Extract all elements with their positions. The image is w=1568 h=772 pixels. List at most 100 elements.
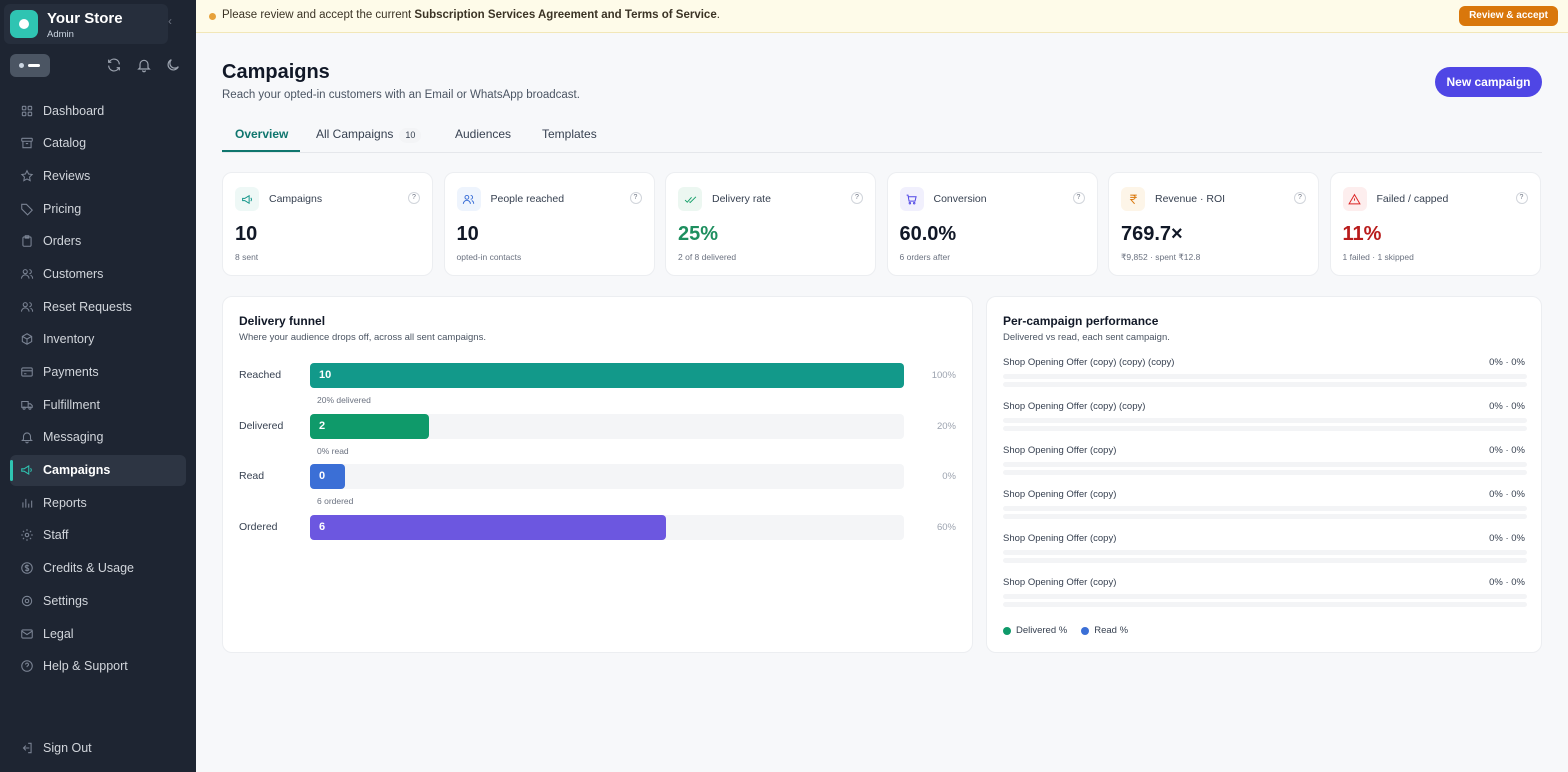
- store-logo: [10, 10, 38, 38]
- sidebar-item-reviews[interactable]: Reviews: [10, 160, 186, 191]
- campaign-name[interactable]: Shop Opening Offer (copy): [1003, 445, 1117, 456]
- tab-all-campaigns[interactable]: All Campaigns 10: [316, 127, 422, 143]
- active-tab-indicator: [222, 150, 300, 152]
- help-icon[interactable]: ?: [408, 192, 420, 204]
- per-campaign-performance-panel: Per-campaign performance Delivered vs re…: [986, 296, 1542, 653]
- kpi-label: Conversion: [933, 193, 987, 205]
- sidebar-item-inventory[interactable]: Inventory: [10, 324, 186, 355]
- kpi-label: Delivery rate: [712, 193, 771, 205]
- sidebar-item-legal[interactable]: Legal: [10, 618, 186, 649]
- funnel-bar-delivered: 2: [310, 413, 429, 439]
- funnel-percent: 0%: [942, 471, 956, 483]
- grid-icon: [20, 104, 34, 118]
- sidebar-item-staff[interactable]: Staff: [10, 520, 186, 551]
- warning-icon: [1342, 187, 1367, 211]
- kpi-label: People reached: [490, 193, 565, 205]
- legend-item: Delivered %: [1003, 625, 1067, 636]
- legend-item: Read %: [1081, 625, 1128, 636]
- review-accept-button[interactable]: Review & accept: [1459, 6, 1558, 26]
- read-bar-track: [1003, 602, 1527, 607]
- funnel-track-reached: 10: [310, 363, 904, 388]
- funnel-percent: 20%: [936, 420, 956, 432]
- sidebar-item-orders[interactable]: Orders: [10, 226, 186, 257]
- moon-icon[interactable]: [165, 57, 183, 75]
- funnel-bar-reached: 10: [310, 363, 904, 388]
- sidebar-item-catalog[interactable]: Catalog: [10, 128, 186, 159]
- sidebar-item-label: Payments: [43, 365, 99, 379]
- legend-dot-icon: [1081, 626, 1090, 635]
- new-campaign-button[interactable]: New campaign: [1435, 67, 1542, 97]
- campaign-name[interactable]: Shop Opening Offer (copy): [1003, 489, 1117, 500]
- delivered-bar-track: [1003, 418, 1527, 423]
- sidebar-item-label: Campaigns: [43, 463, 111, 478]
- double-check-icon: [678, 187, 702, 211]
- help-icon[interactable]: ?: [1072, 192, 1085, 204]
- funnel-percent: 60%: [936, 522, 956, 534]
- kpi-subtext: 1 failed · 1 skipped: [1342, 252, 1414, 262]
- kpi-card-people-reached: People reached? 10 opted-in contacts: [443, 172, 655, 276]
- sidebar-item-dashboard[interactable]: Dashboard: [10, 95, 186, 126]
- sidebar-item-payments[interactable]: Payments: [10, 357, 186, 388]
- dollar-icon: [20, 561, 34, 575]
- funnel-bar-read: 0: [310, 464, 345, 490]
- campaign-count-badge: 10: [399, 128, 422, 143]
- sidebar-item-campaigns[interactable]: Campaigns: [10, 454, 186, 486]
- truck-icon: [20, 398, 34, 412]
- gear-icon: [20, 528, 34, 542]
- kpi-subtext: opted-in contacts: [456, 252, 522, 262]
- kpi-card-delivery-rate: Delivery rate? 25% 2 of 8 delivered: [665, 172, 876, 276]
- help-icon[interactable]: ?: [851, 192, 863, 204]
- kpi-value: 769.7×: [1121, 223, 1183, 245]
- status-toggle[interactable]: [10, 54, 50, 77]
- sidebar-item-label: Inventory: [43, 332, 95, 347]
- campaign-rates: 0% · 0%: [1489, 533, 1525, 544]
- sidebar-item-label: Messaging: [43, 430, 104, 445]
- funnel-note: 0% read: [317, 445, 349, 456]
- tab-templates[interactable]: Templates: [542, 127, 597, 141]
- sidebar-item-settings[interactable]: Settings: [10, 585, 186, 616]
- campaign-rates: 0% · 0%: [1489, 357, 1525, 368]
- sidebar-item-pricing[interactable]: Pricing: [10, 193, 186, 224]
- tab-overview[interactable]: Overview: [235, 127, 289, 141]
- bell-icon[interactable]: [136, 57, 154, 75]
- refresh-icon[interactable]: [106, 57, 124, 75]
- funnel-count: 10: [319, 369, 332, 381]
- funnel-count: 0: [319, 470, 326, 483]
- sidebar-item-label: Catalog: [43, 136, 87, 151]
- sidebar-item-reset-requests[interactable]: Reset Requests: [10, 291, 186, 322]
- cart-icon: [899, 187, 924, 211]
- sidebar-item-credits-usage[interactable]: Credits & Usage: [10, 553, 186, 584]
- funnel-step-label-delivered: Delivered: [239, 419, 284, 432]
- delivery-funnel-panel: Delivery funnel Where your audience drop…: [222, 296, 973, 653]
- banner-agreement-link[interactable]: Subscription Services Agreement and Term…: [414, 9, 717, 21]
- sidebar-item-reports[interactable]: Reports: [10, 487, 186, 518]
- read-bar-track: [1003, 470, 1527, 475]
- kpi-subtext: ₹9,852 · spent ₹12.8: [1121, 252, 1201, 262]
- campaign-name[interactable]: Shop Opening Offer (copy): [1003, 577, 1117, 588]
- store-switcher[interactable]: Your Store Admin: [4, 4, 168, 44]
- tab-audiences[interactable]: Audiences: [455, 127, 512, 141]
- help-icon[interactable]: ?: [1294, 192, 1306, 204]
- sidebar-item-help-support[interactable]: Help & Support: [10, 651, 186, 682]
- campaign-name[interactable]: Shop Opening Offer (copy) (copy): [1003, 401, 1146, 412]
- help-icon[interactable]: ?: [1515, 192, 1528, 204]
- delivered-bar-track: [1003, 462, 1527, 467]
- sidebar-item-fulfillment[interactable]: Fulfillment: [10, 389, 186, 420]
- funnel-subtitle: Where your audience drops off, across al…: [239, 332, 486, 343]
- delivered-bar-track: [1003, 506, 1527, 511]
- sidebar-item-label: Legal: [43, 626, 74, 641]
- box-icon: [20, 332, 34, 346]
- collapse-sidebar-icon[interactable]: ‹: [168, 14, 172, 28]
- funnel-percent: 100%: [931, 370, 956, 381]
- funnel-note: 20% delivered: [317, 395, 371, 405]
- sidebar-item-customers[interactable]: Customers: [10, 258, 186, 289]
- page-title: Campaigns: [222, 61, 330, 83]
- sidebar-item-messaging[interactable]: Messaging: [10, 422, 186, 453]
- user-key-icon: [20, 300, 34, 314]
- campaign-name[interactable]: Shop Opening Offer (copy): [1003, 533, 1117, 544]
- sign-out-button[interactable]: Sign Out: [10, 732, 186, 763]
- store-role: Admin: [47, 29, 74, 40]
- campaign-name[interactable]: Shop Opening Offer (copy) (copy) (copy): [1003, 357, 1175, 368]
- tag-icon: [20, 202, 34, 216]
- help-icon[interactable]: ?: [629, 192, 642, 204]
